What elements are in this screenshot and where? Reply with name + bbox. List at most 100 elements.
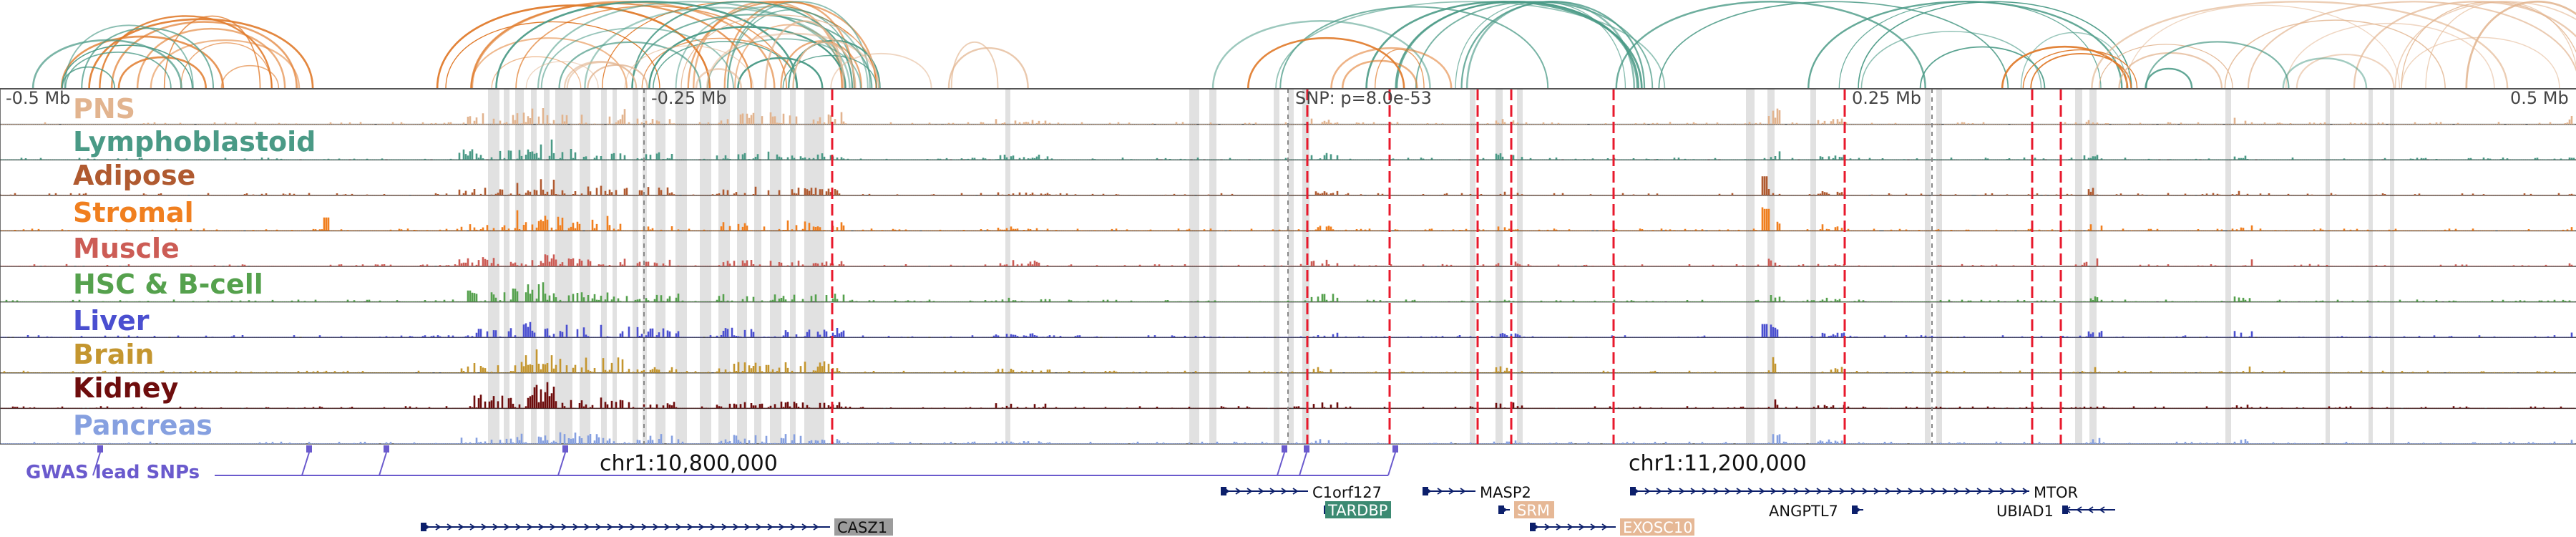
exon-block <box>1498 505 1504 514</box>
strand-arrow <box>1460 488 1466 495</box>
strand-arrow <box>1736 488 1742 495</box>
strand-arrow <box>687 523 693 531</box>
strand-arrow <box>1919 488 1926 495</box>
track-label-brain: Brain <box>73 339 154 370</box>
strand-arrow <box>1601 523 1608 531</box>
interaction-arc <box>1919 46 2046 90</box>
gene-name: MTOR <box>2034 484 2078 501</box>
gwas-track: GWAS lead SNPs <box>26 445 1398 483</box>
interaction-arc <box>61 44 193 90</box>
interaction-arc <box>60 35 225 90</box>
interaction-arc <box>110 21 298 90</box>
interaction-arc <box>491 56 582 90</box>
strand-arrow <box>458 523 464 531</box>
strand-arrow <box>698 523 705 531</box>
strand-arrow <box>1816 488 1823 495</box>
interaction-arc <box>1275 1 1666 90</box>
strand-arrow <box>2022 488 2029 495</box>
interaction-arc <box>99 15 273 90</box>
interaction-arc <box>2247 1 2576 90</box>
axis-tick-label-1: -0.25 Mb <box>651 88 727 108</box>
gene-label-box <box>1620 518 1694 536</box>
gwas-snp-marker <box>1392 445 1398 453</box>
strand-arrow <box>1724 488 1731 495</box>
interaction-arc <box>2353 1 2576 90</box>
exon-block <box>1423 487 1428 495</box>
interaction-arc <box>947 47 1029 90</box>
interaction-arc <box>695 68 743 90</box>
interaction-arc <box>624 45 754 90</box>
interaction-arc <box>648 26 847 90</box>
axis-tick-label-0: -0.5 Mb <box>6 88 70 108</box>
strand-arrow <box>801 523 808 531</box>
interaction-arc <box>88 18 314 90</box>
strand-arrow <box>1667 488 1674 495</box>
strand-arrow <box>2099 506 2105 513</box>
track-label-liver: Liver <box>73 305 150 337</box>
interaction-arc <box>2091 1 2509 90</box>
strand-arrow <box>550 523 556 531</box>
strand-arrow <box>1850 488 1857 495</box>
strand-arrow <box>595 523 602 531</box>
strand-arrow <box>607 523 613 531</box>
interaction-arc <box>64 24 194 90</box>
interaction-arc <box>830 53 932 90</box>
interaction-arc <box>445 21 660 90</box>
interaction-arc <box>1341 59 1418 90</box>
gene-name: MASP2 <box>1480 484 1531 501</box>
strand-arrow <box>721 523 728 531</box>
strand-arrow <box>538 523 545 531</box>
strand-arrow <box>1590 523 1596 531</box>
gwas-tick <box>301 452 310 476</box>
interaction-arc <box>64 52 172 90</box>
strand-arrow <box>1873 488 1880 495</box>
strand-arrow <box>1759 488 1765 495</box>
track-label-stromal: Stromal <box>73 197 194 228</box>
strand-arrow <box>790 523 796 531</box>
strand-arrow <box>1713 488 1719 495</box>
exon-block <box>1630 487 1636 495</box>
strand-arrow <box>1839 488 1845 495</box>
strand-arrow <box>1782 488 1788 495</box>
strand-arrow <box>813 523 819 531</box>
strand-arrow <box>1770 488 1777 495</box>
interaction-arc <box>117 56 208 90</box>
interaction-arc <box>584 6 851 90</box>
interaction-arc <box>792 42 857 90</box>
strand-arrow <box>469 523 476 531</box>
interaction-arc <box>2296 54 2395 90</box>
interaction-arc <box>631 14 873 90</box>
strand-arrow <box>492 523 499 531</box>
gene-label-box <box>1325 501 1391 518</box>
interaction-arc <box>1374 49 1425 90</box>
strand-arrow <box>1556 523 1562 531</box>
strand-arrow <box>1579 523 1585 531</box>
track-label-hsc-b-cell: HSC & B-cell <box>73 268 263 300</box>
interaction-arc <box>950 41 999 90</box>
exon-block <box>2062 505 2068 514</box>
interaction-arc <box>1246 37 1405 90</box>
interaction-arc <box>764 20 845 90</box>
strand-arrow <box>1437 488 1443 495</box>
exon-block <box>1852 505 1858 514</box>
snp-markers <box>643 89 2062 444</box>
interaction-arc <box>780 40 863 90</box>
interaction-arc <box>734 24 844 90</box>
strand-arrow <box>1679 488 1685 495</box>
interaction-arc <box>2145 41 2290 90</box>
interaction-arc <box>2125 4 2401 90</box>
exon-block <box>421 523 426 531</box>
strand-arrow <box>653 523 659 531</box>
gwas-tick <box>1387 452 1396 476</box>
strand-arrow <box>1269 488 1276 495</box>
interaction-arc <box>2401 37 2560 90</box>
interaction-arc <box>2145 67 2193 90</box>
interaction-arc <box>566 61 638 90</box>
track-label-muscle: Muscle <box>73 233 180 264</box>
interaction-arc <box>2020 32 2127 90</box>
signal-bars <box>0 176 2575 195</box>
snp-pvalue-label: SNP: p=8.0e-53 <box>1295 88 1432 108</box>
interaction-arc <box>1658 1 2009 90</box>
gene-name: C1orf127 <box>1312 484 1382 501</box>
